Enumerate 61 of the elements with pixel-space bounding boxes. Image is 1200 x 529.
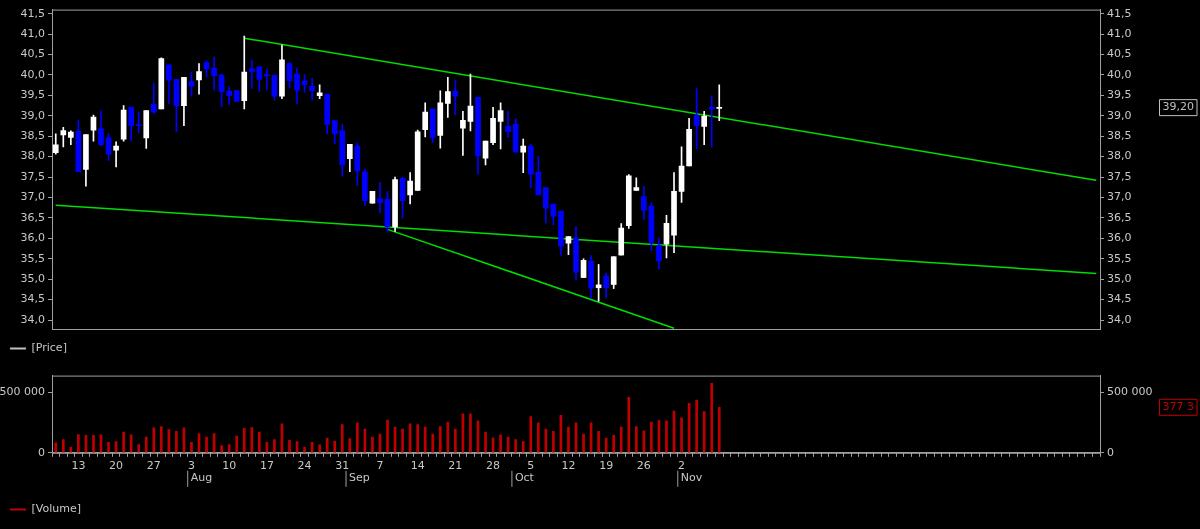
y2-tick-label: 35,0 [1107,272,1132,286]
x-tick-label: 12 [561,459,576,473]
y-tick-label: 500 000 [0,385,45,399]
y-tick-label: 36,5 [20,210,45,224]
text: Nov [680,471,703,485]
y-tick-label: 34,0 [20,312,45,326]
x-tick-label: 13 [71,459,86,473]
y2-tick-label: 34,5 [1107,292,1132,306]
y-tick-label: 36,0 [20,231,45,245]
y2-tick-label: 35,5 [1107,251,1132,265]
y2-tick-label: 39,0 [1107,108,1132,122]
y-tick-label: 40,5 [20,47,45,61]
y2-tick-label: 37,5 [1107,169,1132,183]
y2-tick-label: 500 000 [1107,385,1153,399]
x-tick-label: 14 [410,459,425,473]
y2-tick-label: 37,0 [1107,190,1132,204]
x-tick-label: 17 [259,459,274,473]
y2-tick-label: 40,0 [1107,67,1132,81]
y2-tick-label: 41,0 [1107,26,1132,40]
y2-tick-label: 38,5 [1107,129,1132,143]
y-tick-label: 39,5 [20,88,45,102]
y-tick-label: 40,0 [20,67,45,81]
y2-tick-label: 0 [1107,445,1114,459]
y-tick-label: 35,0 [20,272,45,286]
text: Oct [514,471,535,485]
y2-tick-label: 38,0 [1107,149,1132,163]
legend-label: [Volume] [31,502,81,516]
x-tick-label: 28 [486,459,501,473]
x-tick-label: 26 [636,459,651,473]
y2-tick-label: 34,0 [1107,312,1132,326]
text: 377 3 [1162,400,1195,414]
x-tick-label: 19 [599,459,614,473]
y2-tick-label: 39,5 [1107,88,1132,102]
x-tick-label: 21 [448,459,463,473]
x-tick-label: 27 [146,459,161,473]
x-tick-label: 5 [527,459,535,473]
x-tick-label: 3 [187,459,195,473]
x-tick-label: 24 [297,459,312,473]
text: Aug [190,471,213,485]
y-tick-label: 39,0 [20,108,45,122]
x-tick-label: 20 [109,459,124,473]
y-tick-label: 38,0 [20,149,45,163]
x-tick-label: 7 [376,459,384,473]
y-tick-label: 0 [38,445,45,459]
text: Sep [349,471,370,485]
y2-tick-label: 41,5 [1107,6,1132,20]
x-tick-label: 31 [335,459,350,473]
y-tick-label: 41,0 [20,26,45,40]
x-tick-label: 2 [678,459,686,473]
y-tick-label: 37,5 [20,169,45,183]
text: 39,20 [1162,100,1195,114]
y-tick-label: 41,5 [20,6,45,20]
y-tick-label: 35,5 [20,251,45,265]
y-tick-label: 37,0 [20,190,45,204]
y2-tick-label: 40,5 [1107,47,1132,61]
y-tick-label: 34,5 [20,292,45,306]
y2-tick-label: 36,5 [1107,210,1132,224]
text: [Price] [31,341,67,355]
x-tick-label: 10 [222,459,237,473]
y2-tick-label: 36,0 [1107,231,1132,245]
y-tick-label: 38,5 [20,129,45,143]
